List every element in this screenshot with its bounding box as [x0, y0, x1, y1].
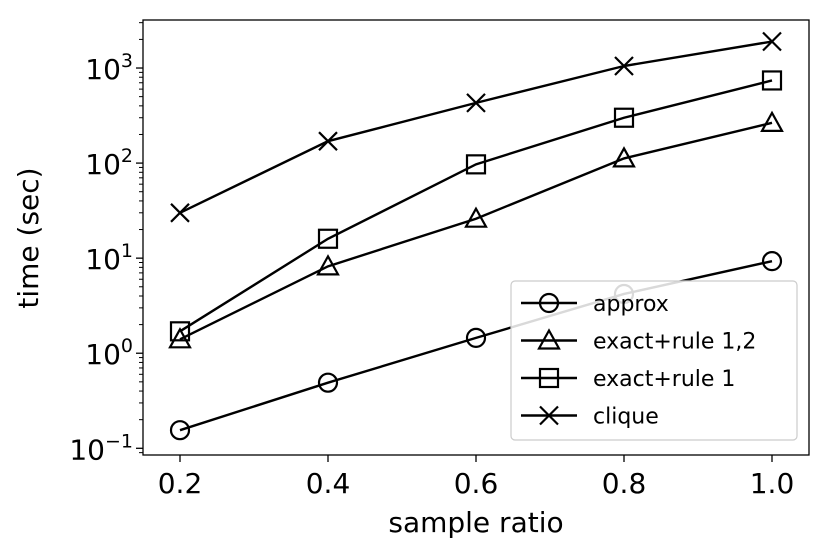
data-point	[169, 321, 191, 342]
data-point	[612, 146, 636, 168]
series-line	[179, 40, 773, 214]
y-tick-label: 100	[85, 335, 133, 371]
legend-box	[510, 280, 798, 441]
legend-entry: exact+rule 1,2	[521, 328, 756, 355]
legend-marker	[539, 405, 559, 426]
data-point	[168, 327, 192, 349]
data-point	[169, 420, 191, 441]
legend-marker	[538, 292, 560, 314]
x-axis-label: sample ratio	[388, 506, 563, 539]
legend-marker	[538, 367, 560, 389]
x-tick-label: 1.0	[750, 467, 795, 500]
series-clique	[170, 31, 782, 223]
data-point	[613, 107, 635, 128]
legend: approx exact+rule 1,2 exact+rule 1 clique	[510, 280, 798, 441]
y-axis-label: time (sec)	[12, 167, 45, 308]
y-tick-label: 10−1	[69, 430, 133, 466]
data-point	[317, 228, 339, 249]
legend-marker	[537, 328, 561, 350]
data-point	[614, 56, 634, 76]
legend-label: approx	[593, 292, 669, 317]
legend-label: exact+rule 1,2	[593, 330, 756, 355]
legend-label: exact+rule 1	[593, 367, 735, 392]
x-axis: 0.2 0.4 0.6 0.8 1.0	[158, 455, 795, 500]
data-point	[317, 372, 339, 393]
data-point	[170, 203, 190, 223]
x-tick-label: 0.6	[454, 467, 499, 500]
data-point	[466, 93, 486, 113]
x-tick-label: 0.8	[602, 467, 647, 500]
data-point	[465, 327, 487, 348]
legend-label: clique	[593, 405, 659, 430]
data-point	[318, 131, 338, 151]
x-tick-label: 0.4	[306, 467, 351, 500]
data-point	[761, 251, 783, 272]
legend-entry: exact+rule 1	[521, 367, 735, 392]
series-exact-rule-1-2	[168, 110, 784, 349]
legend-entry: clique	[521, 405, 659, 430]
y-tick-label: 101	[85, 240, 133, 276]
data-point	[761, 70, 783, 91]
data-point	[760, 110, 784, 132]
data-point	[762, 31, 782, 52]
data-point	[316, 254, 340, 276]
y-tick-label: 102	[85, 145, 133, 181]
series-line	[179, 121, 773, 341]
data-point	[465, 154, 487, 175]
series-layer	[168, 31, 784, 441]
legend-entry: approx	[521, 292, 669, 317]
y-axis: 10−1 100 101 102 103	[69, 22, 143, 466]
series-line	[179, 79, 773, 333]
data-point	[464, 206, 488, 228]
series-exact-rule-1	[169, 70, 783, 342]
y-tick-label: 103	[85, 50, 133, 86]
x-tick-label: 0.2	[158, 467, 203, 500]
